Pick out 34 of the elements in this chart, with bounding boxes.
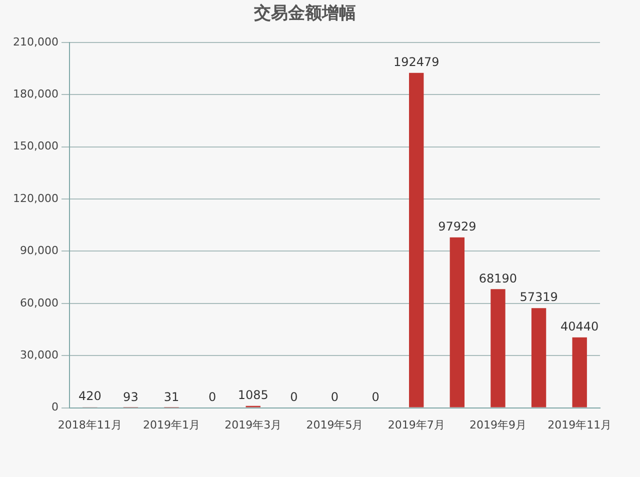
x-tick-label: 2019年7月 (388, 418, 445, 432)
bar (531, 308, 546, 408)
bar (450, 237, 465, 408)
bar (409, 72, 424, 408)
y-tick-label: 60,000 (20, 296, 58, 310)
y-tick-label: 180,000 (12, 87, 58, 100)
data-label: 31 (164, 390, 180, 404)
y-tick-label: 30,000 (20, 348, 58, 362)
y-tick-label: 150,000 (12, 140, 58, 153)
x-tick-label: 2018年11月 (58, 418, 122, 432)
y-tick-label: 0 (51, 400, 58, 414)
chart-title: 交易金额增幅 (253, 4, 356, 24)
data-label: 0 (208, 390, 216, 404)
bar (490, 289, 506, 408)
x-tick-label: 2019年1月 (143, 418, 200, 432)
y-tick-label: 90,000 (20, 244, 58, 258)
data-label: 97929 (438, 220, 476, 234)
x-tick-label: 2019年11月 (548, 418, 612, 432)
data-label: 68190 (478, 271, 518, 286)
data-label: 420 (78, 389, 102, 404)
x-tick-label: 2019年3月 (224, 418, 282, 432)
data-label: 57319 (520, 290, 558, 304)
data-label: 0 (330, 390, 339, 404)
y-tick-label: 120,000 (12, 192, 58, 205)
data-label: 40440 (560, 320, 599, 334)
bar (572, 337, 587, 408)
data-label: 0 (372, 390, 380, 404)
x-tick-label: 2019年9月 (469, 418, 526, 432)
data-label: 0 (290, 390, 298, 404)
data-label: 1085 (238, 388, 268, 402)
x-tick-label: 2019年5月 (306, 418, 364, 432)
data-label: 192479 (393, 55, 440, 70)
data-label: 93 (123, 390, 138, 404)
y-tick-label: 210,000 (12, 35, 58, 48)
